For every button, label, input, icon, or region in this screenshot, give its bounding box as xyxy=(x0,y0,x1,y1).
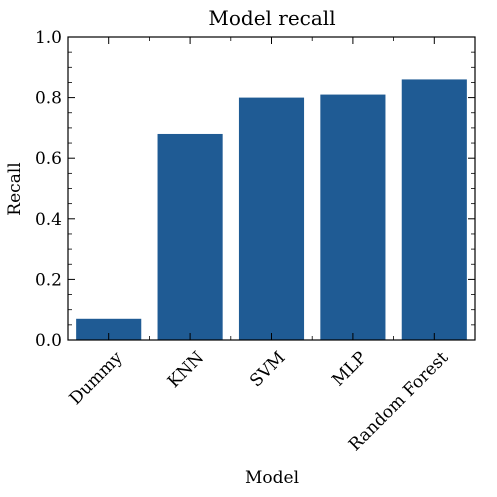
bar-svm xyxy=(238,97,305,340)
bar-random-forest xyxy=(401,79,467,341)
y-tick-label: 0.6 xyxy=(35,149,62,169)
y-axis-label: Recall xyxy=(5,162,25,215)
x-tick-label: MLP xyxy=(328,348,371,391)
chart-title: Model recall xyxy=(208,6,335,30)
bar-dummy xyxy=(76,318,142,340)
y-tick-label: 0.0 xyxy=(35,331,62,351)
bar-mlp xyxy=(320,94,386,340)
y-tick-label: 1.0 xyxy=(35,28,62,48)
x-tick-label: KNN xyxy=(164,348,208,392)
plot-frame xyxy=(67,36,476,341)
y-tick-label: 0.2 xyxy=(35,270,62,290)
x-tick-label: SVM xyxy=(246,348,289,391)
x-tick-label: Dummy xyxy=(66,348,127,409)
y-tick-label: 0.8 xyxy=(35,89,62,109)
bars-layer xyxy=(76,79,467,341)
bar-knn xyxy=(157,133,223,340)
y-tick-label: 0.4 xyxy=(35,210,62,230)
x-axis-label: Model xyxy=(245,468,299,488)
